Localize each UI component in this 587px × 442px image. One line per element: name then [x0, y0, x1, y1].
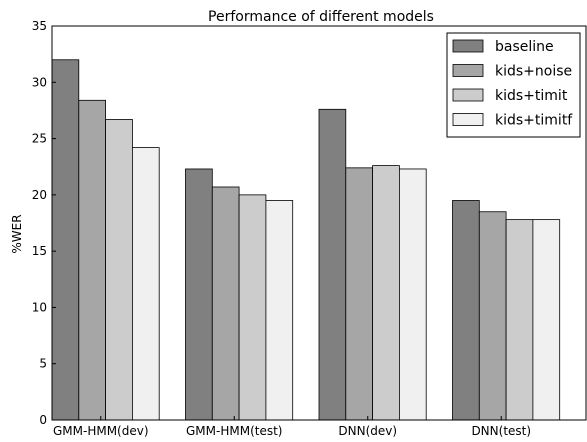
chart-title: Performance of different models: [208, 9, 434, 25]
x-tick-label: GMM-HMM(dev): [53, 424, 149, 437]
bar-kids-timitf-2: [398, 168, 427, 421]
legend-label: kids+timitf: [495, 113, 573, 129]
y-tick-label: 5: [39, 357, 47, 371]
bar-baseline-0: [51, 59, 80, 421]
bar-kids-timitf-3: [532, 219, 561, 421]
legend-label: baseline: [495, 39, 554, 55]
y-axis-label: %WER: [10, 214, 24, 253]
plot-frame: [51, 25, 587, 421]
legend-label: kids+noise: [495, 64, 572, 80]
bar-kids-noise-3: [478, 211, 507, 421]
bar-baseline-1: [185, 168, 213, 421]
bar-kids-timit-3: [505, 219, 534, 421]
axes-group: GMM-HMM(dev) GMM-HMM(test) DNN(dev) DNN(tes…: [32, 19, 587, 438]
y-tick-label: 30: [32, 75, 47, 89]
legend-label: kids+timit: [495, 88, 568, 104]
y-tick-label: 35: [32, 19, 47, 33]
legend: baseline kids+noise kids+timit kids+timitf: [446, 32, 581, 138]
bar-baseline-2: [318, 108, 347, 421]
y-tick-label: 10: [32, 300, 47, 314]
bar-baseline-3: [452, 200, 480, 421]
x-tick-label: DNN(test): [471, 424, 531, 437]
legend-swatch: [452, 39, 484, 53]
bar-kids-noise-0: [78, 99, 107, 421]
x-tick-label: GMM-HMM(test): [186, 424, 282, 437]
x-tick-label: DNN(dev): [338, 424, 397, 437]
y-tick-label: 0: [39, 413, 47, 427]
y-tick-label: 25: [32, 132, 47, 146]
bar-kids-timitf-1: [265, 200, 294, 421]
bar-kids-noise-1: [211, 186, 240, 421]
legend-swatch: [452, 88, 484, 102]
bars-group: [51, 59, 561, 421]
legend-swatch: [452, 64, 484, 77]
bar-kids-noise-2: [345, 167, 373, 421]
bar-kids-timit-0: [105, 119, 133, 421]
bar-kids-timit-1: [238, 194, 267, 421]
y-tick-label: 20: [32, 188, 47, 202]
y-tick-label: 15: [32, 244, 47, 258]
bar-kids-timitf-0: [131, 147, 160, 421]
legend-swatch: [452, 113, 484, 126]
bar-kids-timit-2: [372, 165, 400, 421]
